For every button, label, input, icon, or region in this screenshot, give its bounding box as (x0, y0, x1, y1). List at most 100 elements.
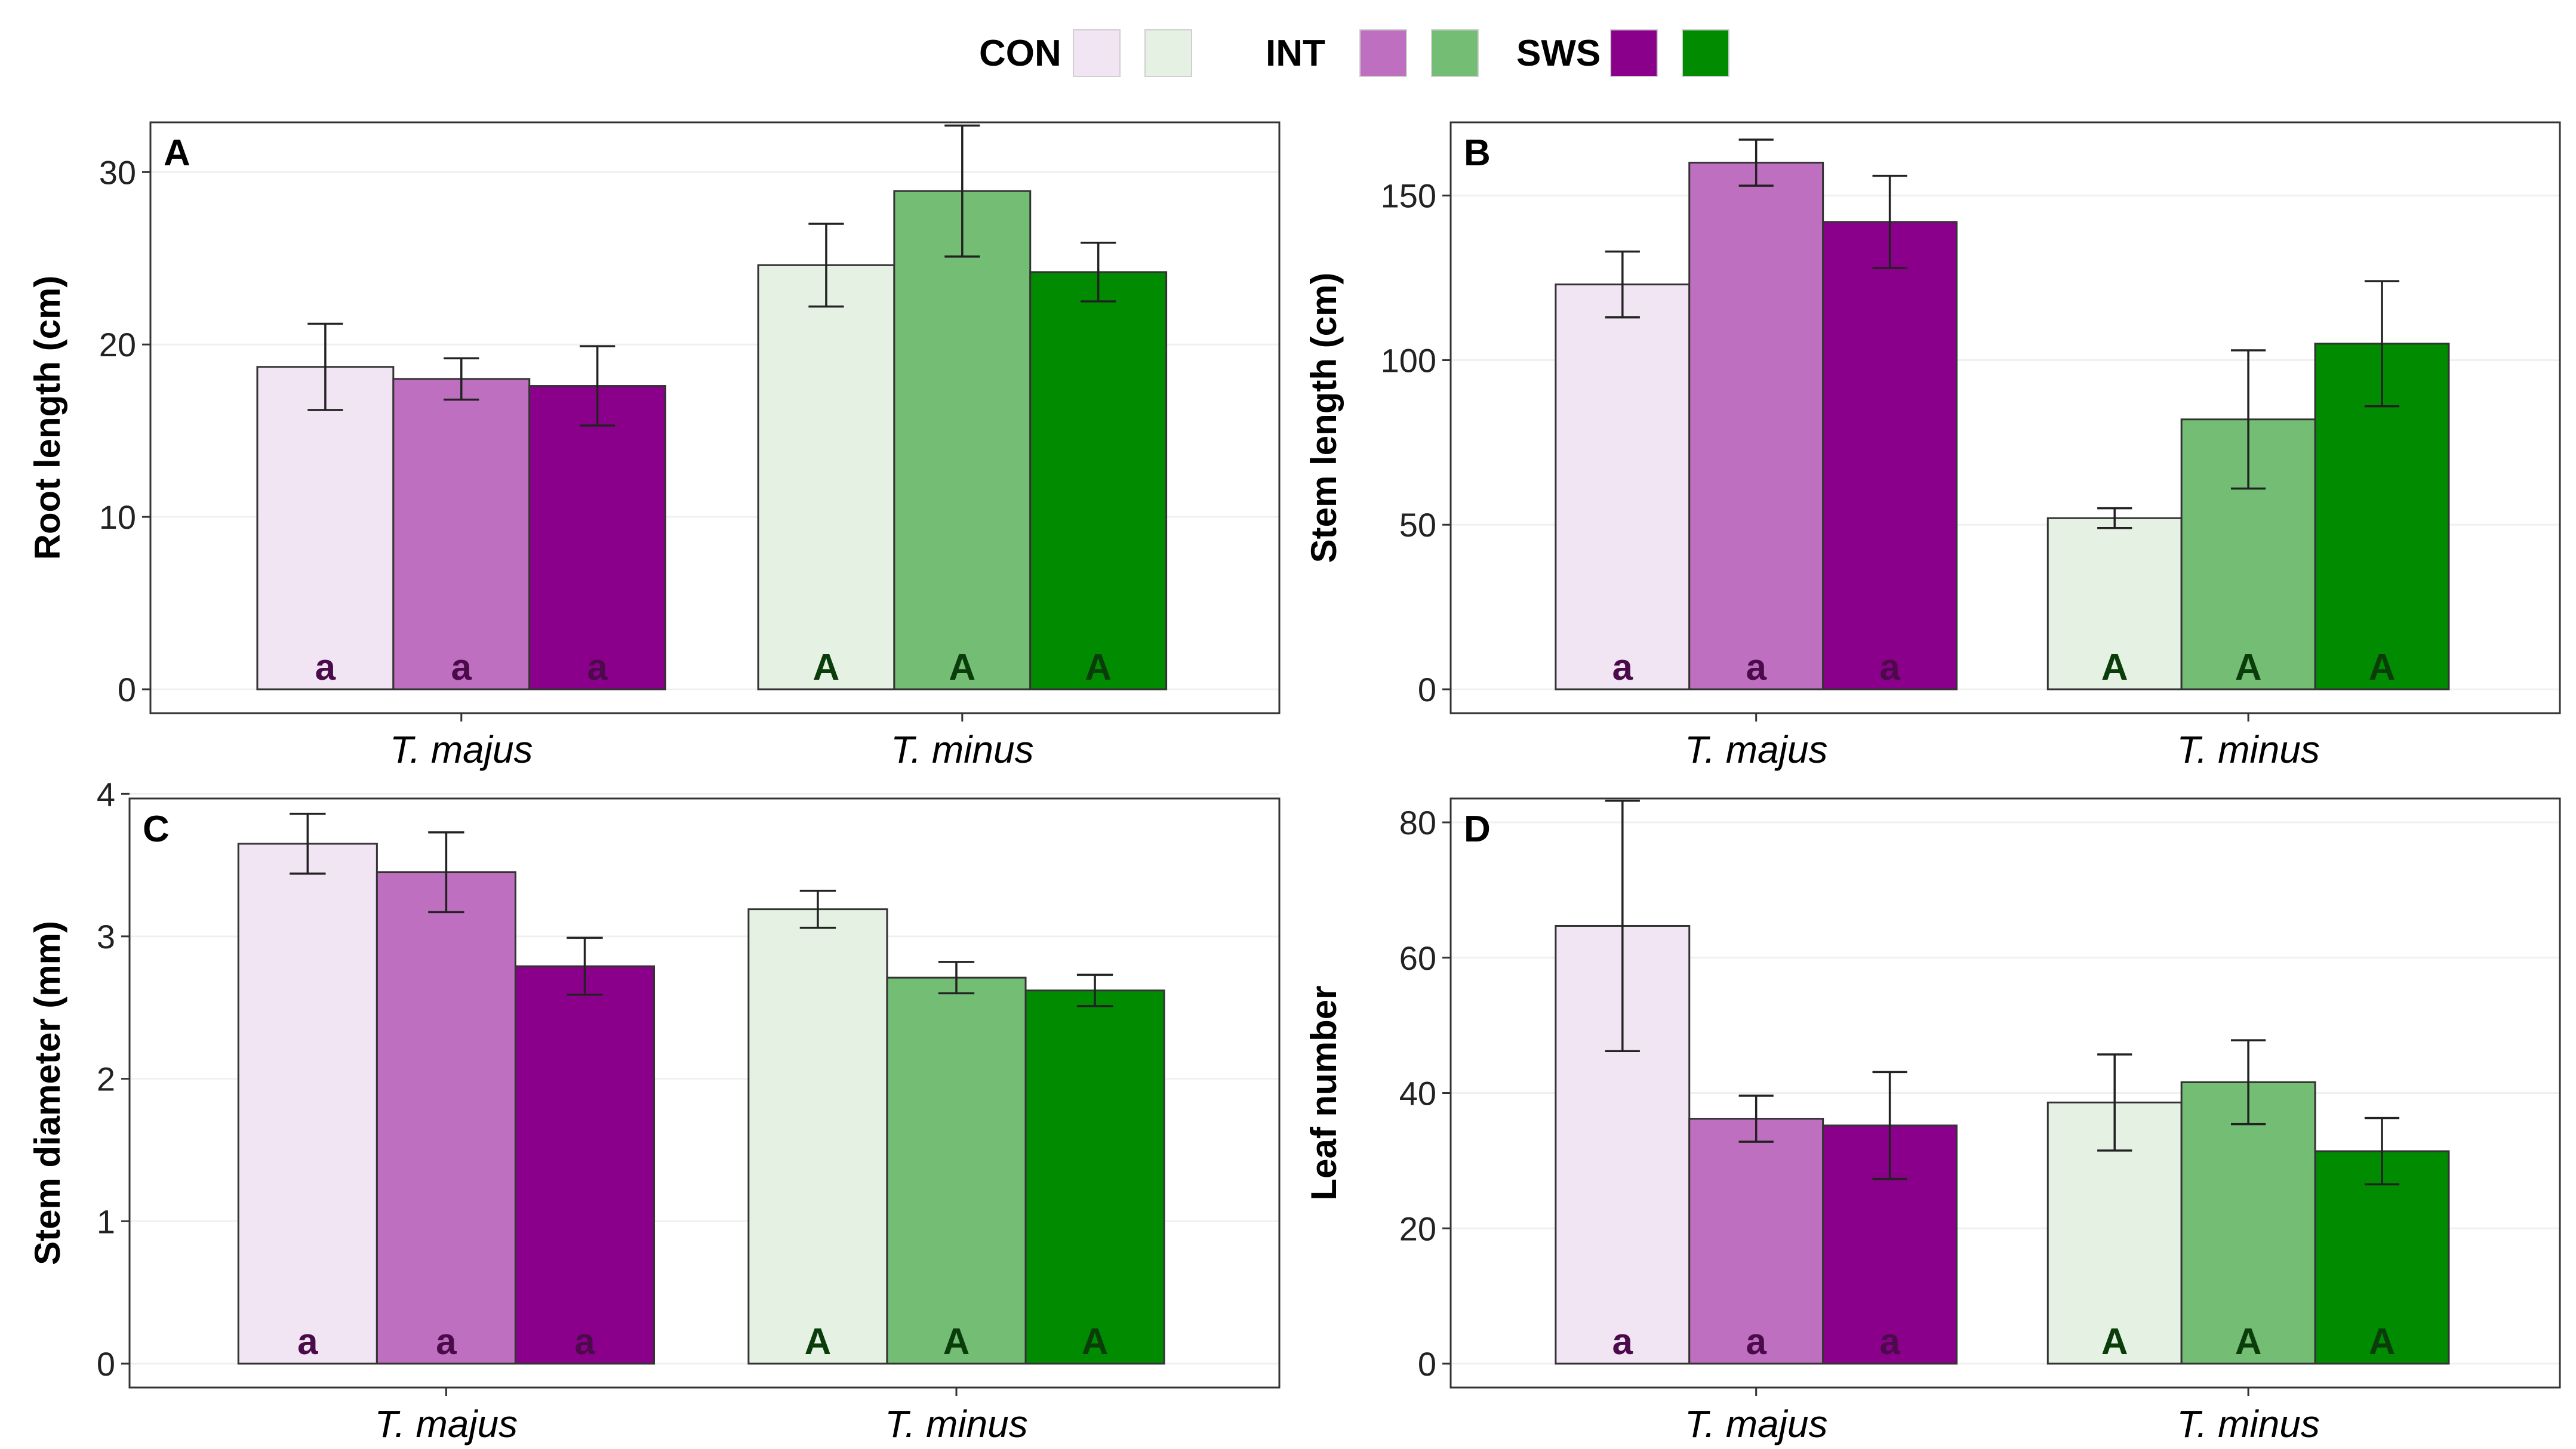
error-bar (1076, 973, 1113, 1007)
bar-sws (1822, 221, 1958, 690)
error-bar (2364, 1117, 2400, 1186)
significance-letter: A (2235, 647, 2262, 688)
significance-letter: A (1082, 1321, 1109, 1362)
significance-letter: A (1085, 647, 1112, 688)
significance-letter: a (574, 1321, 595, 1362)
y-tick-label: 20 (1399, 1210, 1436, 1247)
significance-letter: A (2101, 647, 2128, 688)
panel-c: a a a T. majus A A A T. minus 0 1 2 3 4 Stem diameter… (27, 775, 1281, 1445)
bar-con (757, 264, 895, 690)
y-tick-label: 50 (1399, 506, 1436, 544)
x-tick-label: T. majus (1685, 1402, 1828, 1445)
legend-swatch (1144, 29, 1192, 77)
plot-frame (128, 797, 1281, 1389)
error-bar (1738, 138, 1774, 187)
y-tick-label: 80 (1399, 804, 1436, 841)
error-bar (938, 961, 975, 995)
legend-swatch (1073, 29, 1121, 77)
error-bar (1872, 174, 1907, 269)
y-axis-label: Stem diameter (mm) (27, 921, 67, 1265)
legend-label: INT (1266, 33, 1325, 74)
x-tick-label: T. majus (390, 728, 533, 771)
x-tick-label: T. majus (1685, 728, 1828, 771)
significance-letter: a (587, 647, 608, 688)
error-bar (2097, 1053, 2132, 1152)
y-tick-label: 4 (97, 775, 115, 813)
significance-letter: a (1746, 647, 1766, 688)
panel-label: A (164, 132, 190, 174)
error-bar (2097, 507, 2132, 529)
bar-int (886, 976, 1027, 1365)
significance-letter: A (813, 647, 840, 688)
y-axis-label: Stem length (cm) (1304, 273, 1344, 563)
bar-con (256, 366, 395, 690)
bar-sws (1029, 271, 1168, 690)
y-tick-label: 60 (1399, 939, 1436, 977)
bar-sws (2314, 1150, 2450, 1365)
significance-letter: a (1879, 1321, 1900, 1362)
y-tick-label: 30 (99, 153, 136, 191)
x-tick-label: T. minus (2177, 1402, 2320, 1445)
bar-sws (528, 385, 667, 690)
legend: CON INT SWS (979, 29, 1729, 77)
significance-letter: a (1612, 1321, 1633, 1362)
panel-label: D (1464, 809, 1491, 850)
significance-letter: A (2101, 1321, 2128, 1362)
legend-swatch (1359, 29, 1407, 77)
bar-int (392, 378, 531, 690)
legend-label: CON (979, 33, 1061, 74)
y-tick-label: 0 (1418, 671, 1436, 708)
error-bar (808, 223, 844, 308)
significance-letter: A (949, 647, 975, 688)
significance-letter: a (1612, 647, 1633, 688)
significance-letter: A (2369, 1321, 2396, 1362)
error-bar (799, 889, 836, 929)
bar-int (893, 190, 1032, 690)
y-tick-label: 0 (118, 671, 136, 708)
y-tick-label: 150 (1381, 177, 1436, 215)
error-bar (2230, 1039, 2266, 1126)
error-bar (444, 357, 479, 401)
significance-letter: A (2369, 647, 2396, 688)
bar-con (1555, 283, 1691, 690)
error-bar (944, 124, 980, 258)
legend-item-con: CON (979, 29, 1192, 77)
error-bar (567, 936, 603, 996)
significance-letter: a (1746, 1321, 1766, 1362)
error-bar (1081, 242, 1116, 303)
y-tick-label: 10 (99, 498, 136, 536)
error-bar (307, 322, 343, 411)
error-bar (1605, 799, 1640, 1052)
error-bar (1872, 1071, 1907, 1180)
legend-swatch (1682, 29, 1729, 77)
bar-con (747, 908, 888, 1365)
significance-letter: a (436, 1321, 457, 1362)
y-tick-label: 1 (97, 1203, 115, 1240)
y-tick-label: 2 (97, 1060, 115, 1098)
significance-letter: a (1879, 647, 1900, 688)
bar-con (237, 843, 378, 1365)
significance-letter: a (451, 647, 472, 688)
y-tick-label: 40 (1399, 1075, 1436, 1112)
y-tick-label: 0 (1418, 1345, 1436, 1383)
plot-frame (149, 121, 1281, 714)
y-tick-label: 20 (99, 326, 136, 363)
panel-d: a a a T. majus A A A T. minus 0 20 40 60 80 Leaf numb… (1304, 797, 2561, 1445)
legend-swatch (1610, 29, 1658, 77)
significance-letter: A (943, 1321, 970, 1362)
panel-b: a a a T. majus A A A T. minus 0 50 100 150 Stem leng… (1304, 121, 2561, 771)
bar-int (1688, 162, 1824, 690)
x-tick-label: T. minus (2177, 728, 2320, 771)
x-tick-label: T. minus (885, 1402, 1028, 1445)
plot-frame (1449, 121, 2561, 714)
y-axis-label: Root length (cm) (27, 276, 67, 560)
error-bar (2364, 280, 2400, 408)
y-tick-label: 3 (97, 918, 115, 955)
panel-label: B (1464, 132, 1491, 174)
error-bar (1738, 1095, 1774, 1143)
error-bar (428, 831, 464, 914)
legend-label: SWS (1516, 33, 1601, 74)
panel-label: C (143, 809, 170, 850)
